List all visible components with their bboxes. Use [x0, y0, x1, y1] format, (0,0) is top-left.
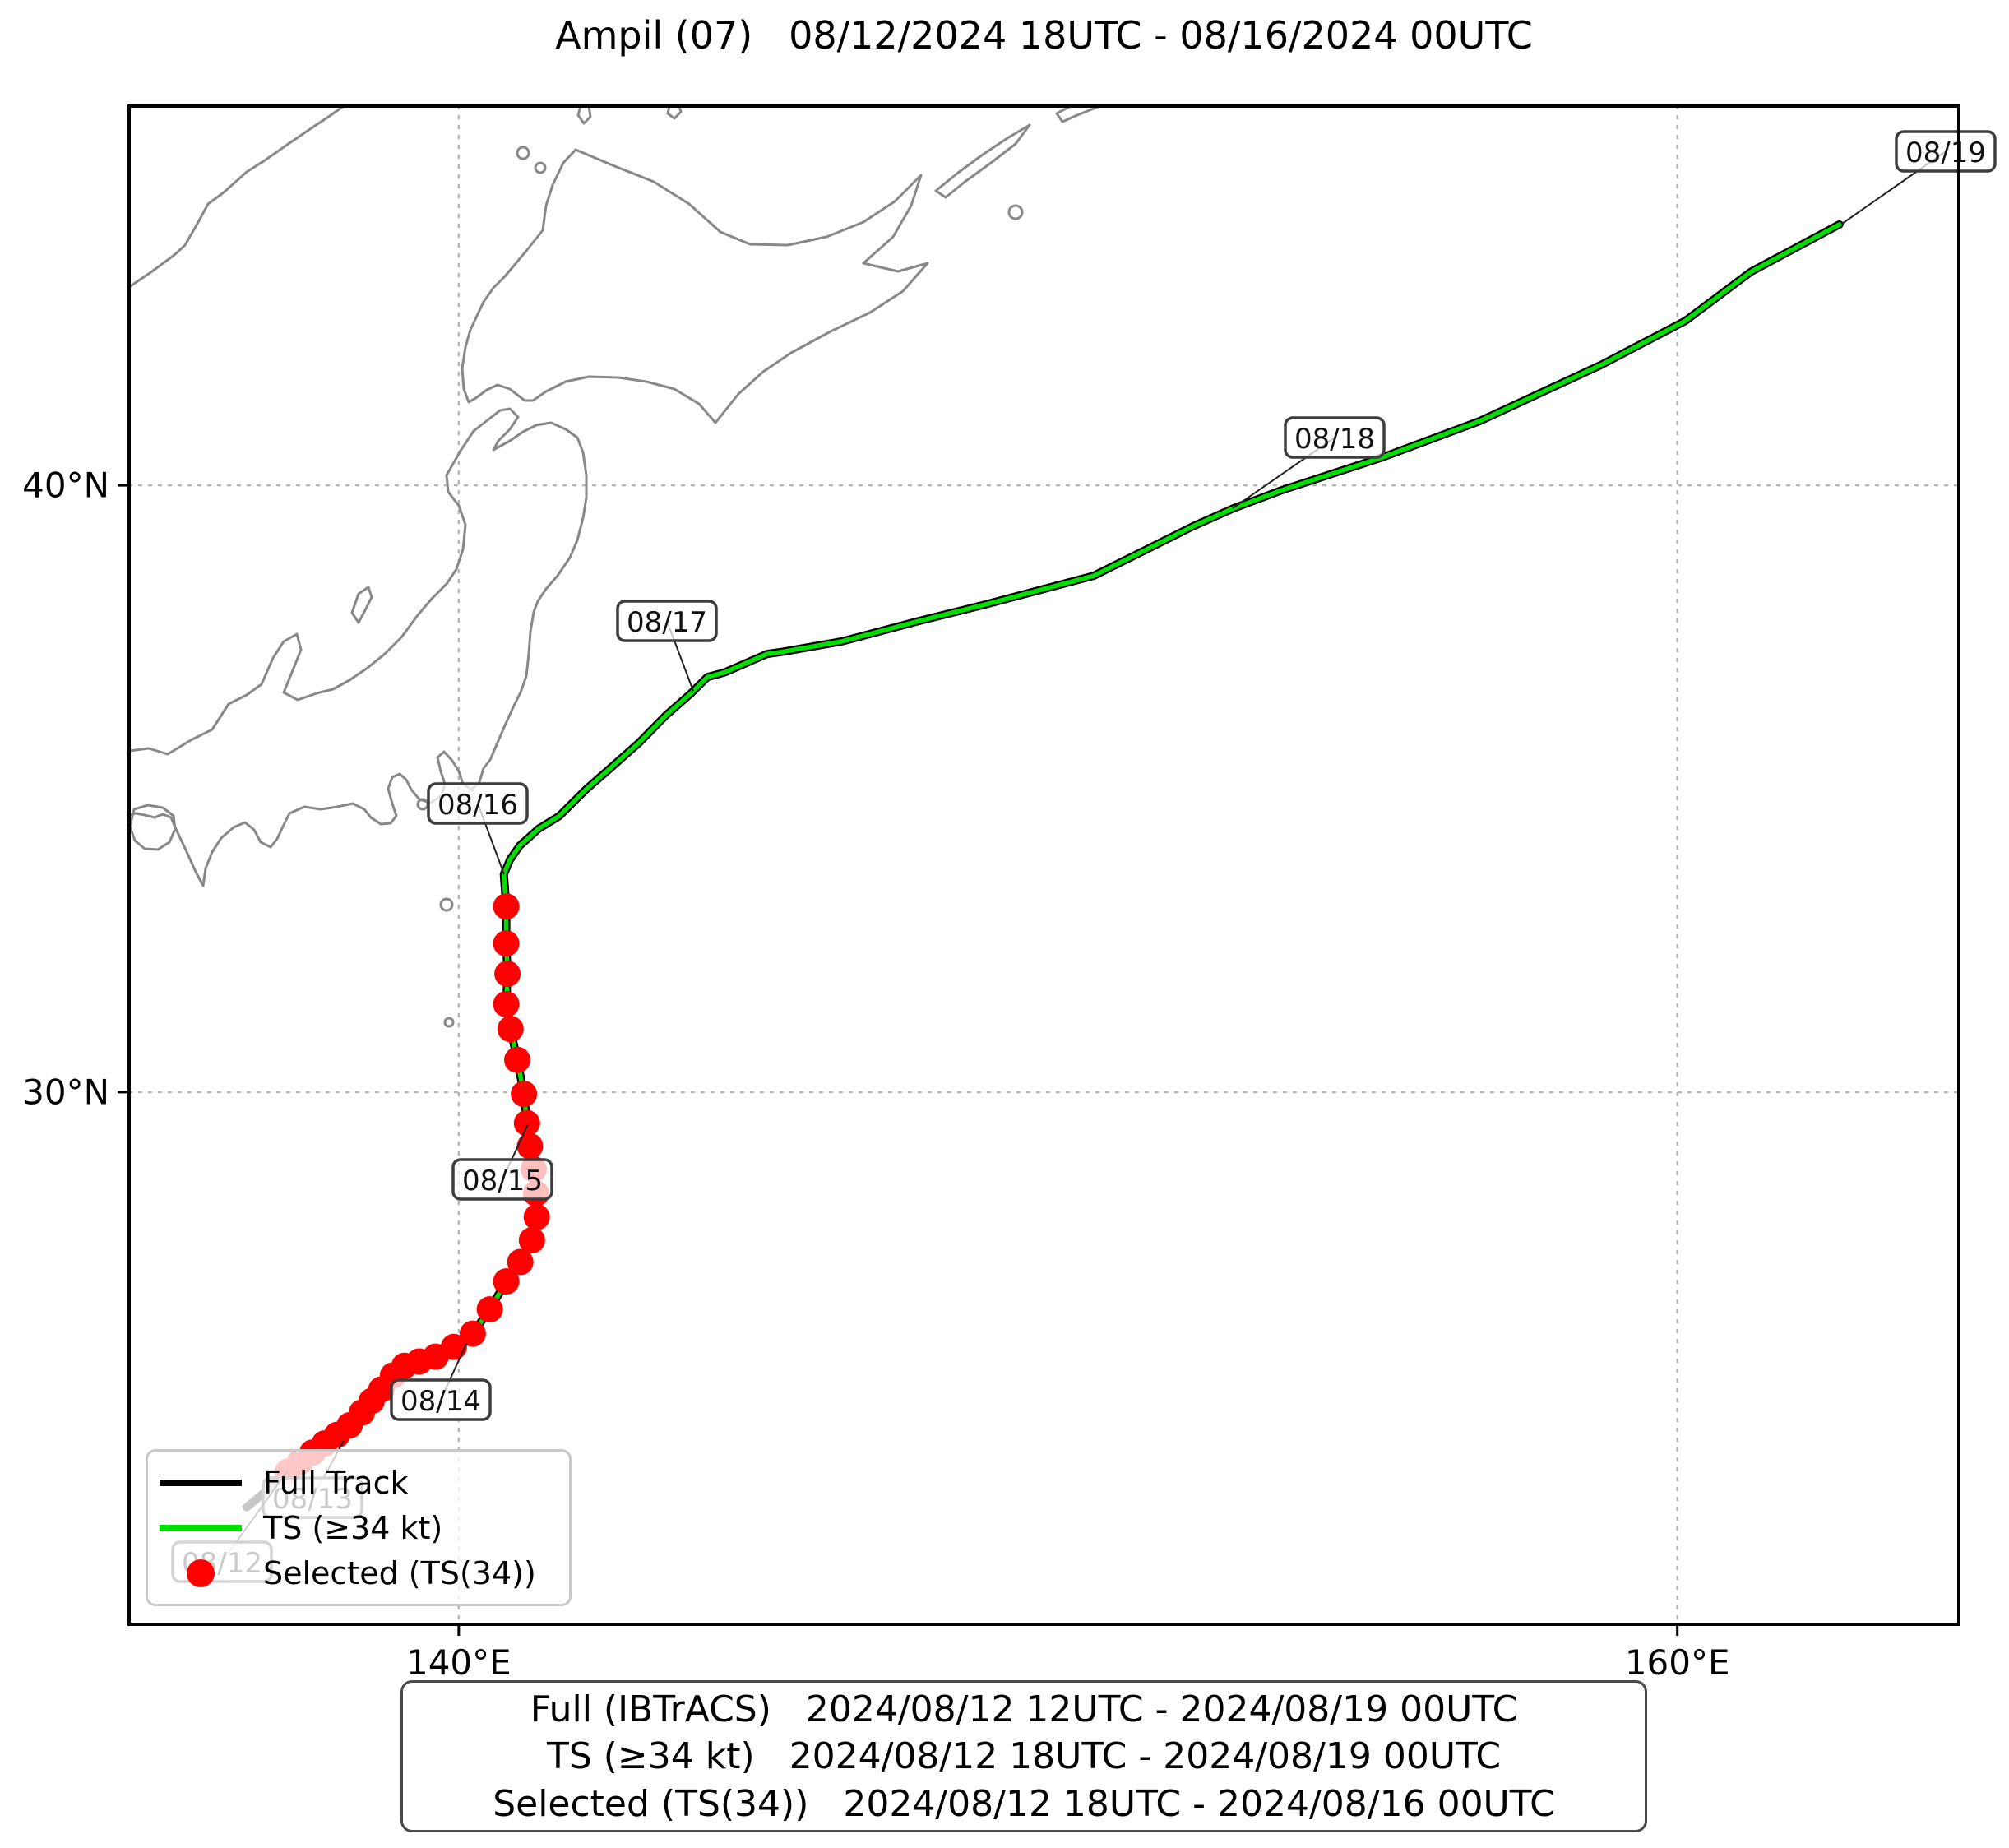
rishiri-island — [516, 146, 530, 160]
track-point-selected — [493, 991, 520, 1017]
track-point-selected — [497, 1016, 524, 1043]
date-label-box — [390, 1378, 492, 1421]
track-point-selected — [459, 1320, 486, 1347]
track-point-selected — [476, 1296, 503, 1323]
shikotan-island — [1007, 204, 1024, 220]
grid-layer — [127, 104, 1960, 1626]
date-label-box — [427, 782, 529, 825]
date-label-text: 08/16 — [437, 789, 518, 822]
track-point-selected — [493, 893, 520, 920]
legend: Full Track TS (≥34 kt) Selected (TS(34)) — [146, 1449, 572, 1606]
date-label-box — [451, 1158, 553, 1201]
date-label-text: 08/14 — [400, 1385, 481, 1418]
x-tick-label: 140°E — [405, 1642, 512, 1683]
track-layer — [243, 220, 1844, 1512]
legend-label-ts: TS (≥34 kt) — [263, 1509, 443, 1546]
legend-item-selected: Selected (TS(34)) — [160, 1553, 569, 1594]
track-point-selected — [440, 1333, 467, 1360]
track-point-selected — [511, 1081, 538, 1108]
coastline-hokkaido — [461, 148, 929, 424]
track-point-selected — [518, 1227, 545, 1253]
date-label-box — [1895, 130, 1997, 173]
date-label-08-19: 08/19 — [1841, 130, 1997, 225]
date-label-box — [616, 600, 718, 642]
ts-line-swatch — [160, 1524, 242, 1531]
plot-border — [127, 104, 1960, 1626]
track-point-selected — [504, 1046, 530, 1073]
coastline-iturup-island — [1055, 106, 1104, 123]
info-line-full: Full (IBTrACS) 2024/08/12 12UTC - 2024/0… — [530, 1688, 1518, 1730]
date-label-08-16: 08/16 — [427, 782, 529, 875]
coastline-honshu — [129, 407, 588, 887]
date-label-text: 08/17 — [627, 606, 707, 639]
izu-islet-1 — [439, 897, 454, 912]
legend-item-full-track: Full Track — [160, 1462, 569, 1503]
rebun-island — [534, 161, 547, 174]
track-point-selected — [513, 1109, 540, 1137]
track-point-selected — [493, 1268, 520, 1295]
tickmark-layer — [118, 484, 1679, 1636]
date-label-08-15: 08/15 — [451, 1123, 553, 1201]
izu-islet-2 — [443, 1017, 455, 1028]
track-line-ts — [285, 222, 1842, 1475]
date-label-08-14: 08/14 — [390, 1343, 492, 1421]
coastline-shikoku — [129, 804, 177, 851]
track-point-selected — [523, 1203, 550, 1230]
coastline-sado-island — [350, 586, 373, 624]
legend-item-ts: TS (≥34 kt) — [160, 1508, 569, 1549]
track-period-info-box: Full (IBTrACS) 2024/08/12 12UTC - 2024/0… — [400, 1680, 1647, 1832]
track-point-selected — [516, 1132, 544, 1160]
coastline-top-islet-a — [576, 106, 592, 125]
date-label-text: 08/18 — [1294, 423, 1375, 456]
x-tick-label: 160°E — [1624, 1642, 1730, 1683]
coastline-kunashiri-island — [934, 123, 1031, 199]
track-point-selected — [493, 930, 520, 957]
date-label-text: 08/19 — [1905, 137, 1986, 169]
info-line-selected: Selected (TS(34)) 2024/08/12 18UTC - 202… — [493, 1782, 1555, 1825]
coastline-layer — [129, 106, 1104, 1028]
legend-label-selected: Selected (TS(34)) — [263, 1554, 536, 1591]
figure-title: Ampil (07) 08/12/2024 18UTC - 08/16/2024… — [555, 13, 1533, 58]
track-point-selected — [507, 1248, 534, 1276]
track-point-selected — [494, 961, 521, 988]
date-label-box — [1284, 416, 1386, 459]
date-label-08-18: 08/18 — [1232, 416, 1386, 509]
y-tick-label: 40°N — [22, 465, 109, 506]
date-label-08-17: 08/17 — [616, 600, 718, 692]
legend-label-full-track: Full Track — [263, 1464, 409, 1501]
y-tick-label: 30°N — [22, 1072, 109, 1113]
selected-dot-swatch — [187, 1559, 215, 1587]
coastline-sakhalin — [129, 106, 345, 289]
info-line-ts: TS (≥34 kt) 2024/08/12 18UTC - 2024/08/1… — [546, 1735, 1502, 1777]
coastline-top-islet-b — [666, 106, 683, 120]
full-track-line-swatch — [160, 1479, 242, 1486]
date-label-text: 08/15 — [462, 1165, 543, 1197]
